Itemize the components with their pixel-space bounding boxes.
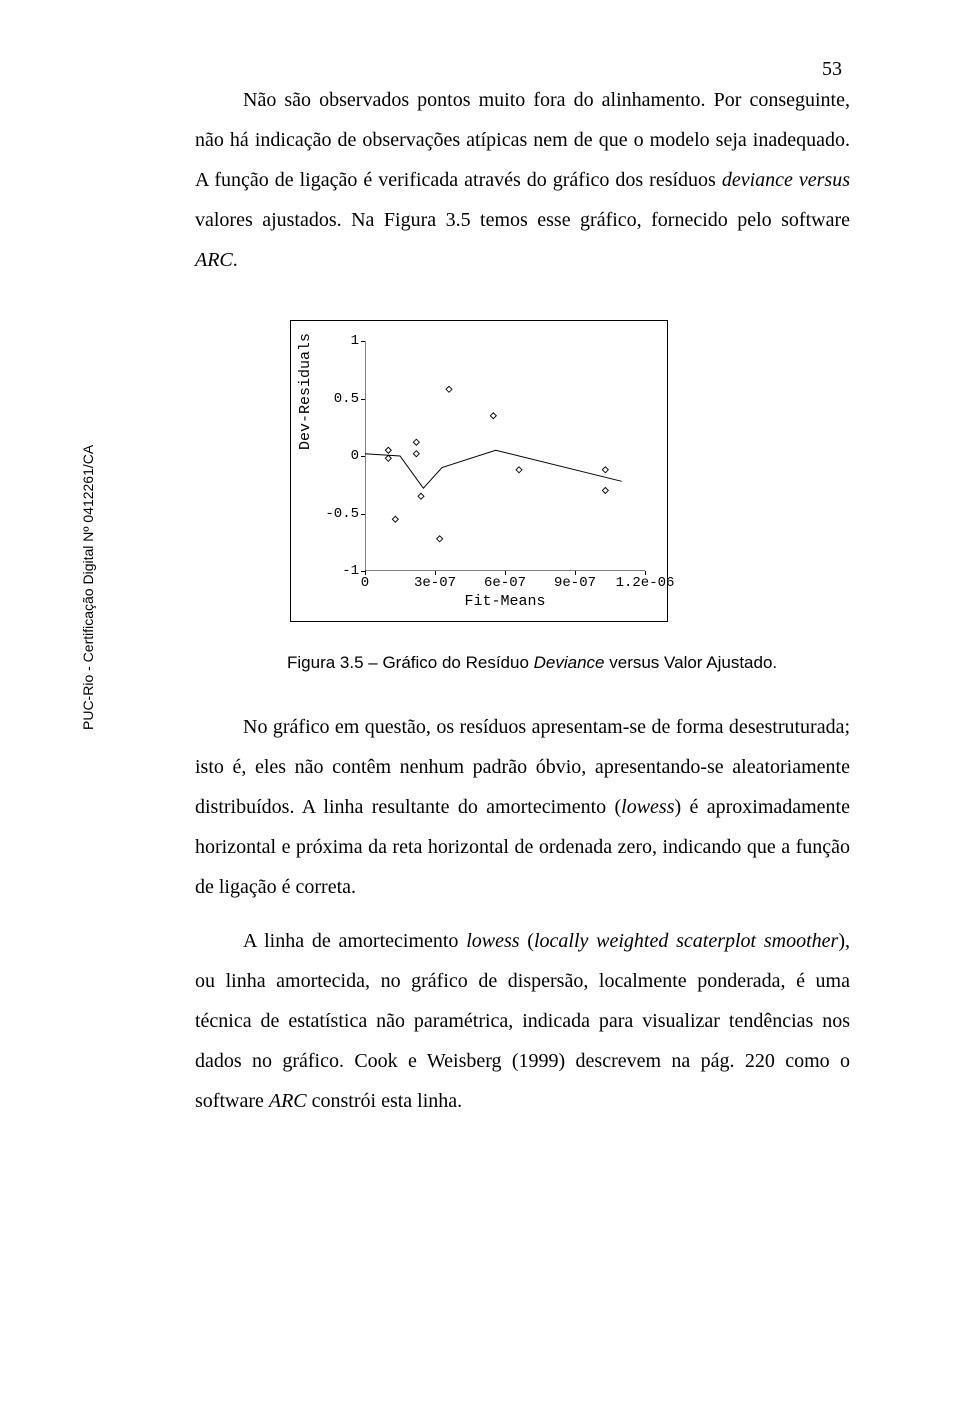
text-italic: deviance versus [722, 169, 850, 191]
figure-caption: Figura 3.5 – Gráfico do Resíduo Deviance… [287, 653, 850, 673]
figure-frame: Dev-Residuals Fit-Means -1 -0.5 0 0.5 1 0 3e-0… [290, 320, 668, 622]
page: 53 PUC-Rio - Certificação Digital Nº 041… [0, 0, 960, 1422]
chart-xtick-label: 3e-07 [414, 575, 456, 591]
text-span: valores ajustados. Na Figura 3.5 temos e… [195, 209, 850, 231]
text-span: A linha de amortecimento [243, 930, 466, 952]
paragraph-2: No gráfico em questão, os resíduos apres… [195, 707, 850, 907]
text-italic: lowess [621, 796, 674, 818]
paragraph-1: Não são observados pontos muito fora do … [195, 80, 850, 280]
residuals-chart: Dev-Residuals Fit-Means -1-0.500.5103e-0… [303, 335, 655, 615]
caption-suffix: Valor Ajustado. [664, 653, 777, 672]
chart-svg [365, 341, 645, 571]
figure-block: Dev-Residuals Fit-Means -1 -0.5 0 0.5 1 0 3e-0… [195, 320, 850, 673]
text-span: ( [520, 930, 534, 952]
chart-xtick-mark [505, 571, 506, 575]
text-italic: locally weighted scaterplot smoother [534, 930, 838, 952]
chart-xtick-label: 1.2e-06 [616, 575, 675, 591]
text-span: constrói esta linha. [307, 1090, 463, 1112]
text-span: ), ou linha amortecida, no gráfico de di… [195, 930, 850, 1112]
chart-ytick-mark [361, 514, 365, 515]
chart-xtick-label: 0 [361, 575, 369, 591]
chart-xtick-mark [365, 571, 366, 575]
chart-xtick-label: 9e-07 [554, 575, 596, 591]
page-number: 53 [822, 58, 842, 81]
chart-ytick-mark [361, 341, 365, 342]
caption-mid: versus [605, 653, 665, 672]
chart-xtick-mark [645, 571, 646, 575]
chart-ytick-mark [361, 399, 365, 400]
chart-plot-area [365, 341, 645, 571]
text-italic: ARC [195, 249, 233, 271]
chart-xtick-label: 6e-07 [484, 575, 526, 591]
chart-ytick-label: 0 [319, 448, 359, 464]
chart-ytick-label: -1 [319, 563, 359, 579]
caption-italic: Deviance [534, 653, 605, 672]
chart-ylabel: Dev-Residuals [297, 333, 314, 450]
chart-xlabel: Fit-Means [365, 593, 645, 610]
chart-ytick-mark [361, 456, 365, 457]
chart-xtick-mark [575, 571, 576, 575]
text-italic: ARC [269, 1090, 307, 1112]
chart-ytick-label: 0.5 [319, 391, 359, 407]
caption-prefix: Figura 3.5 – Gráfico do Resíduo [287, 653, 534, 672]
side-watermark: PUC-Rio - Certificação Digital Nº 041226… [80, 445, 96, 730]
chart-ytick-label: -0.5 [319, 506, 359, 522]
text-span: . [233, 249, 238, 271]
paragraph-3: A linha de amortecimento lowess (locally… [195, 921, 850, 1121]
chart-ytick-label: 1 [319, 333, 359, 349]
chart-xtick-mark [435, 571, 436, 575]
text-italic: lowess [466, 930, 519, 952]
